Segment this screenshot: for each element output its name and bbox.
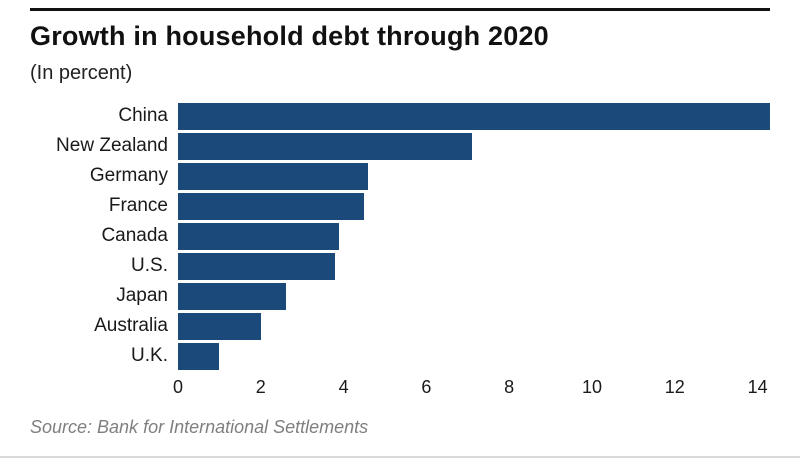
bar-track bbox=[178, 342, 770, 370]
category-label: Australia bbox=[94, 315, 168, 336]
bar-australia bbox=[178, 312, 261, 340]
chart-subtitle: (In percent) bbox=[30, 62, 133, 84]
chart-row: U.S. bbox=[30, 251, 770, 281]
category-label: U.K. bbox=[131, 345, 168, 366]
chart-row: Canada bbox=[30, 221, 770, 251]
x-axis: 0 2 4 6 8 10 12 14 bbox=[30, 377, 770, 401]
x-tick-label: 8 bbox=[504, 377, 515, 397]
bar-france bbox=[178, 192, 365, 220]
chart-row: Japan bbox=[30, 281, 770, 311]
x-axis-spacer bbox=[30, 377, 178, 401]
bar-track bbox=[178, 252, 770, 280]
x-axis-ticks: 0 2 4 6 8 10 12 14 bbox=[173, 377, 770, 401]
category-label: Germany bbox=[89, 165, 168, 186]
category-label: U.S. bbox=[131, 255, 168, 276]
chart-row: China bbox=[30, 101, 770, 131]
source-attribution: Source: Bank for International Settlemen… bbox=[30, 417, 369, 437]
x-tick-label: 2 bbox=[255, 377, 266, 397]
bar-track bbox=[178, 282, 770, 310]
x-tick-label: 14 bbox=[747, 377, 768, 397]
chart-title: Growth in household debt through 2020 bbox=[30, 21, 549, 51]
category-label: Japan bbox=[116, 285, 168, 306]
bar-track bbox=[178, 192, 770, 220]
chart-page: Growth in household debt through 2020 (I… bbox=[0, 8, 800, 458]
bar-china bbox=[178, 102, 770, 130]
bar-japan bbox=[178, 282, 286, 310]
bar-canada bbox=[178, 222, 340, 250]
chart-row: France bbox=[30, 191, 770, 221]
bar-new-zealand bbox=[178, 132, 472, 160]
x-tick-label: 10 bbox=[581, 377, 602, 397]
bar-u-s bbox=[178, 252, 336, 280]
bar-chart-rows: China New Zealand Germany France Canada U.S. J… bbox=[30, 101, 770, 371]
chart-row: Germany bbox=[30, 161, 770, 191]
bar-germany bbox=[178, 162, 369, 190]
bar-u-k bbox=[178, 342, 220, 370]
category-label: Canada bbox=[101, 225, 168, 246]
chart-row: U.K. bbox=[30, 341, 770, 371]
bar-track bbox=[178, 312, 770, 340]
category-label: France bbox=[108, 195, 168, 216]
chart-row: New Zealand bbox=[30, 131, 770, 161]
x-tick-label: 0 bbox=[172, 377, 184, 397]
bar-track bbox=[178, 102, 770, 130]
x-tick-label: 4 bbox=[338, 377, 349, 397]
x-tick-label: 12 bbox=[664, 377, 685, 397]
bar-chart: China New Zealand Germany France Canada U.S. J… bbox=[30, 101, 770, 401]
top-rule-divider bbox=[30, 8, 770, 11]
chart-row: Australia bbox=[30, 311, 770, 341]
category-label: China bbox=[118, 105, 168, 126]
category-label: New Zealand bbox=[56, 135, 168, 156]
bar-track bbox=[178, 162, 770, 190]
x-tick-label: 6 bbox=[421, 377, 432, 397]
bar-track bbox=[178, 222, 770, 250]
bar-track bbox=[178, 132, 770, 160]
